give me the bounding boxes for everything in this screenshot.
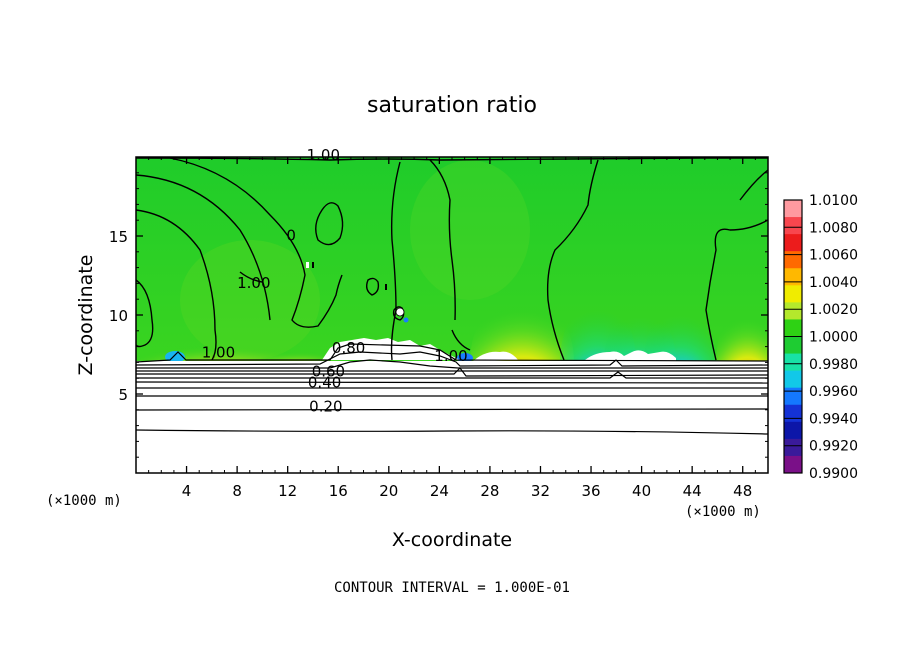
colorbar-swatch	[784, 319, 802, 337]
contour-1-00-inversion	[136, 343, 768, 363]
contour-1-00	[169, 157, 343, 328]
contour-1-00	[136, 209, 217, 361]
contour-0-40	[136, 381, 768, 384]
x-tick-label: 32	[531, 482, 550, 500]
contour-0-60	[136, 367, 768, 377]
x-tick-label: 16	[329, 482, 348, 500]
contour-interval-note: CONTOUR INTERVAL = 1.000E-01	[334, 580, 570, 596]
contour-label: 1.00	[307, 146, 340, 164]
speckle	[306, 262, 309, 268]
x-tick-label: 28	[480, 482, 499, 500]
x-tick-label: 48	[733, 482, 752, 500]
y-axis-label: Z-coordinate	[75, 255, 97, 376]
speckle	[312, 262, 314, 268]
contour-1-00	[239, 271, 263, 283]
contour-1-00	[705, 219, 768, 361]
colorbar-swatch	[784, 285, 802, 303]
colorbar-label: 0.9960	[809, 384, 858, 400]
y-tick-label: 10	[109, 307, 128, 325]
boundary-layer-region	[136, 361, 768, 473]
x-tick-label: 24	[430, 482, 449, 500]
colorbar-swatch	[784, 234, 802, 252]
speckle	[403, 317, 409, 323]
contour-1-00	[451, 329, 471, 351]
colorbar-swatch	[784, 200, 802, 218]
contour-label: 0.80	[332, 339, 365, 357]
y-tick-label: 15	[109, 228, 128, 246]
contour-label: 0.20	[309, 397, 342, 415]
colorbar-swatch	[784, 302, 802, 320]
contour-label: 1.00	[202, 344, 235, 362]
contour-closed	[392, 306, 405, 321]
colorbar-label: 1.0000	[809, 330, 858, 346]
boundary-contours	[136, 343, 768, 435]
colorbar-swatch	[784, 370, 802, 389]
colorbar-swatch	[784, 387, 802, 406]
contour-1-00	[390, 161, 401, 361]
colorbar-swatch	[784, 217, 802, 235]
contour-lines	[136, 157, 768, 361]
contour-1-00	[739, 169, 768, 201]
colorbar-swatch	[784, 404, 802, 423]
contour-label: 1.00	[237, 274, 270, 292]
contour-label: 0.40	[308, 374, 341, 392]
subsaturated-patch	[585, 350, 676, 362]
contour-1-00	[315, 202, 344, 246]
x-tick-label: 12	[278, 482, 297, 500]
x-tick-label: 4	[182, 482, 192, 500]
contour-label: 1.00	[434, 347, 467, 365]
contour-0-10	[136, 429, 768, 435]
field-patch	[410, 160, 530, 300]
contour-1-00	[136, 157, 768, 161]
colorbar-swatch	[784, 268, 802, 286]
colorbar-swatch	[784, 455, 802, 474]
colorbar-swatch	[784, 438, 802, 457]
x-tick-label: 40	[632, 482, 651, 500]
colorbar-swatch	[784, 336, 802, 355]
x-axis-label: X-coordinate	[392, 529, 512, 551]
colorbar-swatch	[784, 251, 802, 269]
chart-title: saturation ratio	[367, 93, 537, 118]
colorbar-label: 1.0100	[809, 193, 858, 209]
colorbar-label: 0.9900	[809, 466, 858, 482]
y-axis: 5 10 15	[109, 172, 768, 458]
contour-label: 0.60	[312, 363, 345, 381]
colorbar-swatch	[784, 353, 802, 372]
x-unit-label-left: (×1000 m)	[46, 493, 122, 509]
colorbar-label: 1.0020	[809, 302, 858, 318]
contour-1-00	[136, 174, 271, 321]
colorbar-label: 0.9920	[809, 439, 858, 455]
x-axis: 4 8 12 16 20 24 28 32 36 40 44 48	[148, 157, 756, 500]
contour-0-90	[136, 351, 768, 367]
colorbar-label: 1.0040	[809, 275, 858, 291]
speckle	[385, 284, 387, 290]
colorbar-label: 1.0060	[809, 248, 858, 264]
contour-0-20	[136, 408, 768, 411]
x-tick-label: 36	[581, 482, 600, 500]
contour-1-00	[136, 279, 154, 348]
contour-labels: 1.00 1.00 0 1.00 0.80 0.600.40 0.20 1.00	[202, 146, 468, 415]
x-tick-label: 8	[232, 482, 242, 500]
y-tick-label: 5	[118, 386, 128, 404]
contour-0-80	[136, 359, 768, 369]
dry-cap-small	[472, 351, 518, 362]
speckle	[395, 307, 405, 317]
x-unit-label-right: (×1000 m)	[685, 504, 761, 520]
colorbar-label: 1.0080	[809, 220, 858, 236]
heatmap-field	[136, 157, 768, 473]
contour-1-00	[546, 159, 599, 361]
colorbar-label: 0.9980	[809, 357, 858, 373]
colorbar: 1.0100 1.0080 1.0060 1.0040 1.0020 1.0000 0.99…	[783, 193, 858, 482]
contour-closed	[365, 277, 380, 296]
contour-1-00	[429, 159, 456, 321]
colorbar-label: 0.9940	[809, 411, 858, 427]
contour-0-50	[136, 371, 768, 379]
x-tick-label: 44	[683, 482, 702, 500]
x-tick-label: 20	[379, 482, 398, 500]
colorbar-swatch	[784, 421, 802, 440]
contour-label: 0	[286, 227, 296, 245]
contour-speckles	[306, 262, 409, 323]
